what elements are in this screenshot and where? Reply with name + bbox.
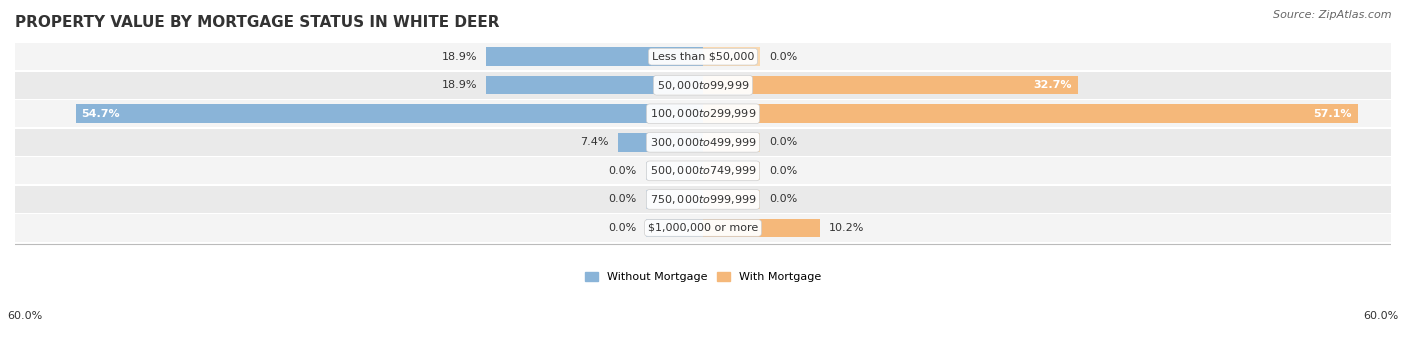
Text: 60.0%: 60.0%: [1364, 311, 1399, 321]
Text: 18.9%: 18.9%: [441, 80, 477, 90]
Bar: [486, 47, 703, 66]
Text: $500,000 to $749,999: $500,000 to $749,999: [650, 164, 756, 177]
Text: 0.0%: 0.0%: [609, 223, 637, 233]
Text: 0.0%: 0.0%: [609, 194, 637, 204]
Bar: [703, 47, 761, 66]
Bar: [703, 219, 820, 237]
Bar: [703, 76, 1078, 94]
Text: $300,000 to $499,999: $300,000 to $499,999: [650, 136, 756, 149]
Text: 0.0%: 0.0%: [769, 166, 797, 176]
Bar: [645, 219, 703, 237]
Text: 0.0%: 0.0%: [769, 194, 797, 204]
Bar: [15, 43, 1391, 70]
Bar: [15, 72, 1391, 99]
Text: PROPERTY VALUE BY MORTGAGE STATUS IN WHITE DEER: PROPERTY VALUE BY MORTGAGE STATUS IN WHI…: [15, 15, 499, 30]
Bar: [703, 133, 761, 152]
Text: Less than $50,000: Less than $50,000: [652, 52, 754, 62]
Text: $750,000 to $999,999: $750,000 to $999,999: [650, 193, 756, 206]
Text: 0.0%: 0.0%: [609, 166, 637, 176]
Text: 18.9%: 18.9%: [441, 52, 477, 62]
Bar: [76, 104, 703, 123]
Bar: [486, 76, 703, 94]
Text: $1,000,000 or more: $1,000,000 or more: [648, 223, 758, 233]
Text: Source: ZipAtlas.com: Source: ZipAtlas.com: [1274, 10, 1392, 20]
Text: 57.1%: 57.1%: [1313, 109, 1353, 119]
Text: $50,000 to $99,999: $50,000 to $99,999: [657, 79, 749, 92]
Text: 54.7%: 54.7%: [82, 109, 120, 119]
Text: 0.0%: 0.0%: [769, 137, 797, 147]
Legend: Without Mortgage, With Mortgage: Without Mortgage, With Mortgage: [581, 267, 825, 287]
Text: $100,000 to $299,999: $100,000 to $299,999: [650, 107, 756, 120]
Bar: [15, 129, 1391, 156]
Bar: [619, 133, 703, 152]
Bar: [703, 104, 1358, 123]
Bar: [15, 157, 1391, 184]
Text: 10.2%: 10.2%: [830, 223, 865, 233]
Text: 60.0%: 60.0%: [7, 311, 42, 321]
Bar: [15, 214, 1391, 241]
Text: 32.7%: 32.7%: [1033, 80, 1073, 90]
Text: 0.0%: 0.0%: [769, 52, 797, 62]
Bar: [645, 162, 703, 180]
Text: 7.4%: 7.4%: [581, 137, 609, 147]
Bar: [15, 100, 1391, 127]
Bar: [703, 190, 761, 209]
Bar: [645, 190, 703, 209]
Bar: [15, 186, 1391, 213]
Bar: [703, 162, 761, 180]
